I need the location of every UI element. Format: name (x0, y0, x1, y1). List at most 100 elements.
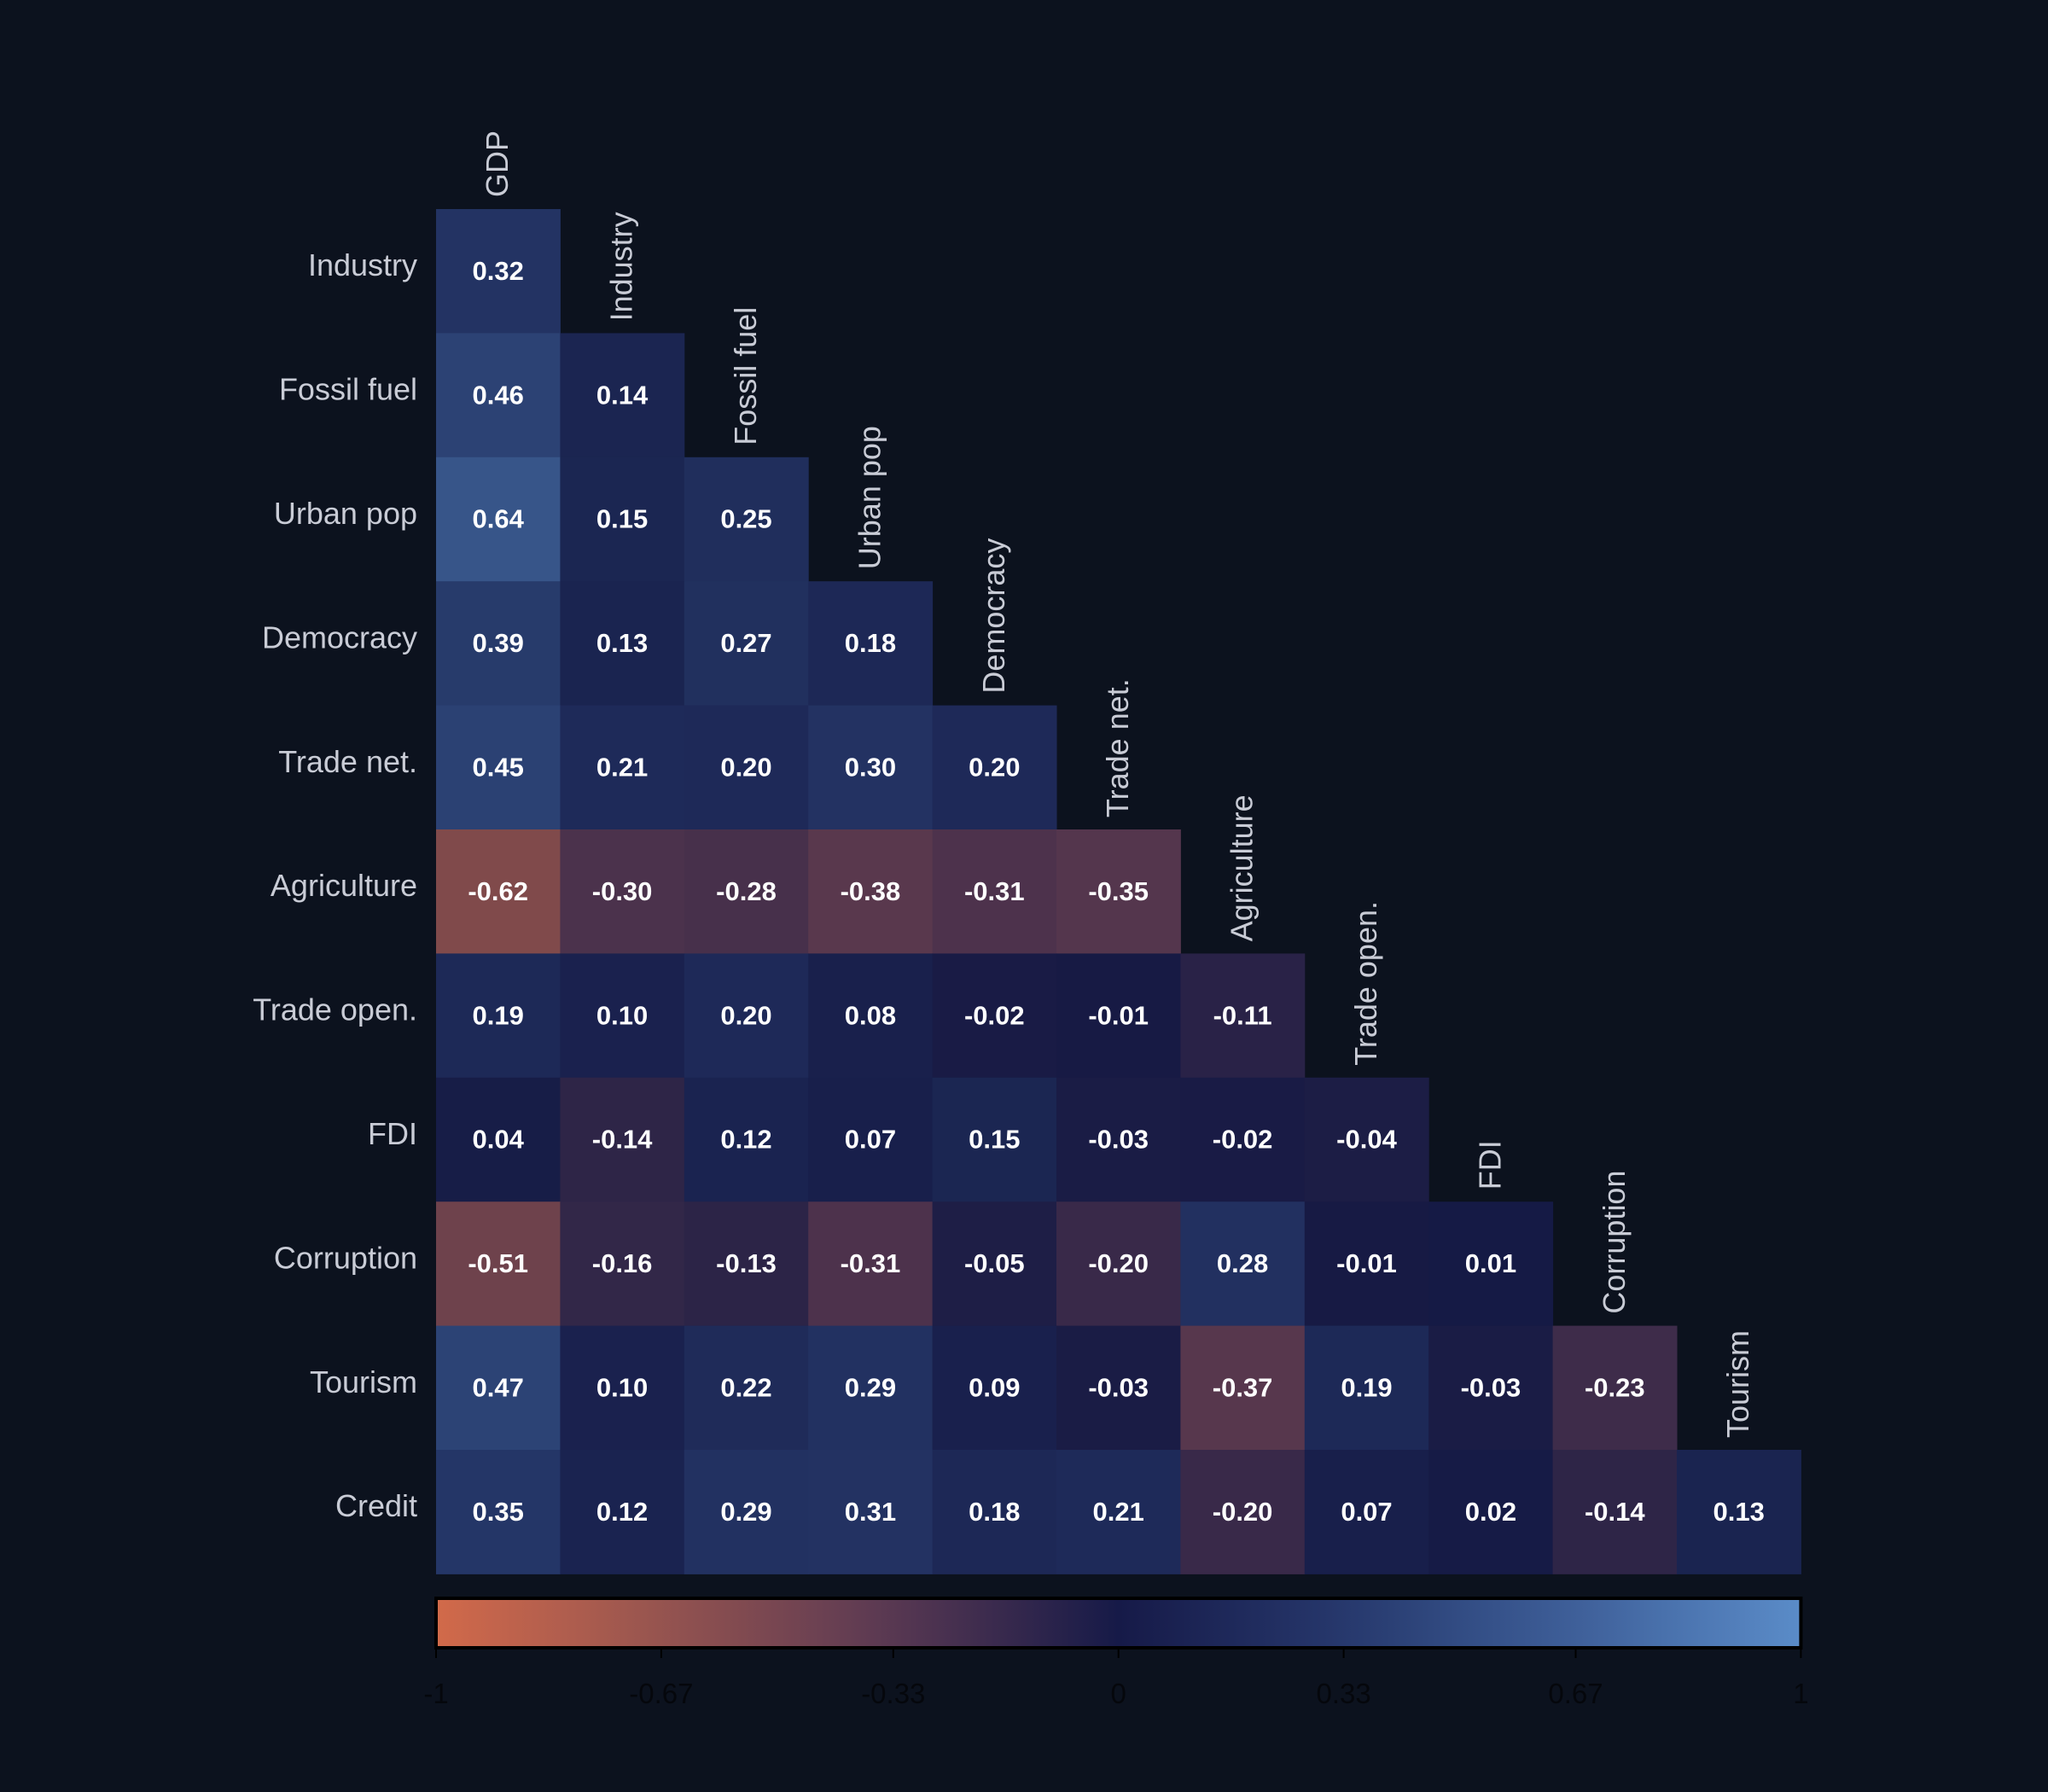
cell-value-label: -0.14 (1585, 1497, 1645, 1527)
heatmap-cell (684, 705, 809, 830)
heatmap-cell (932, 1325, 1057, 1451)
cell-value-label: 0.13 (596, 628, 648, 658)
axis-labels: Industry Fossil fuel Urban pop Democracy Tra… (253, 131, 1755, 1523)
colorbar-tick-label: 1 (1793, 1678, 1808, 1709)
cell-value-label: 0.30 (845, 752, 896, 782)
row-label: Agriculture (271, 868, 417, 903)
column-label: Tourism (1720, 1330, 1755, 1438)
heatmap-cell (560, 1077, 685, 1202)
heatmap-cell (684, 457, 809, 582)
heatmap-cell (808, 1201, 934, 1327)
cell-value-label: -0.20 (1213, 1497, 1273, 1527)
cell-value-label: 0.09 (969, 1372, 1020, 1402)
cell-value-label: 0.12 (596, 1497, 648, 1527)
cell-value-label: 0.18 (969, 1497, 1020, 1527)
colorbar-gradient (434, 1597, 1803, 1649)
heatmap-cell (1180, 1450, 1306, 1574)
row-label: Democracy (262, 620, 417, 655)
cell-value-label: 0.27 (720, 628, 771, 658)
row-label: FDI (368, 1116, 417, 1151)
heatmap-cell (436, 1077, 561, 1202)
cell-value-label: -0.38 (841, 876, 901, 906)
heatmap-cell (808, 829, 934, 954)
cell-value-label: 0.22 (720, 1372, 771, 1402)
cell-value-label: -0.03 (1461, 1372, 1521, 1402)
heatmap-cell (1552, 1325, 1678, 1451)
colorbar-tick-label: -0.33 (861, 1678, 925, 1709)
heatmap-cell (1180, 1325, 1306, 1451)
cell-value-label: -0.23 (1585, 1372, 1645, 1402)
cell-value-label: 0.21 (596, 752, 648, 782)
cell-value-label: -0.13 (716, 1248, 777, 1278)
heatmap-cell (560, 581, 685, 707)
cell-value-label: 0.18 (845, 628, 896, 658)
colorbar-tick-label: 0.33 (1316, 1678, 1370, 1709)
heatmap-cell (1428, 1450, 1554, 1574)
heatmap-cells: 0.32 0.46 0.14 0.64 0.15 0.25 0.39 0.13 0.27 0.18… (436, 209, 1801, 1574)
row-label: Credit (335, 1488, 417, 1523)
heatmap-cell (1056, 829, 1181, 954)
cell-value-label: 0.39 (473, 628, 524, 658)
cell-value-label: -0.04 (1336, 1125, 1397, 1155)
cell-value-label: 0.04 (473, 1125, 525, 1155)
heatmap-cell (1180, 1201, 1306, 1327)
heatmap-cell (1677, 1450, 1801, 1574)
cell-value-label: 0.35 (473, 1497, 524, 1527)
heatmap-cell (1180, 953, 1306, 1079)
cell-value-label: -0.51 (468, 1248, 528, 1278)
column-label: FDI (1472, 1140, 1507, 1190)
heatmap-cell (1056, 1201, 1181, 1327)
heatmap-cell (560, 1201, 685, 1327)
cell-value-label: -0.35 (1088, 876, 1149, 906)
heatmap-cell (808, 705, 934, 830)
heatmap-cell (932, 1450, 1057, 1574)
cell-value-label: 0.15 (596, 504, 648, 534)
heatmap-cell (808, 1077, 934, 1202)
cell-value-label: 0.25 (720, 504, 771, 534)
heatmap-cell (1552, 1450, 1678, 1574)
cell-value-label: 0.02 (1465, 1497, 1516, 1527)
row-label: Tourism (310, 1364, 417, 1399)
cell-value-label: 0.01 (1465, 1248, 1516, 1278)
cell-value-label: -0.20 (1088, 1248, 1149, 1278)
cell-value-label: 0.14 (596, 380, 649, 410)
heatmap-cell (1304, 1325, 1429, 1451)
cell-value-label: 0.20 (720, 1000, 771, 1030)
cell-value-label: 0.08 (845, 1000, 896, 1030)
cell-value-label: 0.64 (473, 504, 525, 534)
heatmap-cell (436, 705, 561, 830)
cell-value-label: -0.28 (716, 876, 777, 906)
cell-value-label: 0.20 (969, 752, 1020, 782)
heatmap-cell (932, 1077, 1057, 1202)
heatmap-cell (1428, 1325, 1554, 1451)
heatmap-cell (684, 953, 809, 1079)
cell-value-label: 0.21 (1093, 1497, 1144, 1527)
heatmap-cell (560, 705, 685, 830)
heatmap-cell (1304, 1201, 1429, 1327)
heatmap-cell (684, 829, 809, 954)
cell-value-label: 0.47 (473, 1372, 524, 1402)
column-label: GDP (480, 131, 515, 197)
heatmap-cell (436, 209, 561, 334)
cell-value-label: -0.30 (592, 876, 653, 906)
cell-value-label: 0.31 (845, 1497, 896, 1527)
colorbar-tick-label: 0.67 (1548, 1678, 1603, 1709)
cell-value-label: -0.37 (1213, 1372, 1273, 1402)
heatmap-cell (436, 457, 561, 582)
heatmap-cell (932, 1201, 1057, 1327)
cell-value-label: -0.14 (592, 1125, 653, 1155)
heatmap-cell (684, 1077, 809, 1202)
cell-value-label: -0.02 (964, 1000, 1025, 1030)
cell-value-label: 0.19 (473, 1000, 524, 1030)
cell-value-label: 0.15 (969, 1125, 1020, 1155)
colorbar-tick-label: -0.67 (629, 1678, 693, 1709)
cell-value-label: 0.13 (1713, 1497, 1765, 1527)
heatmap-cell (560, 953, 685, 1079)
heatmap-cell (436, 1325, 561, 1451)
column-label: Corruption (1597, 1171, 1632, 1314)
heatmap-cell (1304, 1077, 1429, 1202)
heatmap-cell (436, 1450, 561, 1574)
heatmap-cell (1056, 1325, 1181, 1451)
column-label: Fossil fuel (728, 307, 763, 445)
cell-value-label: -0.01 (1336, 1248, 1397, 1278)
